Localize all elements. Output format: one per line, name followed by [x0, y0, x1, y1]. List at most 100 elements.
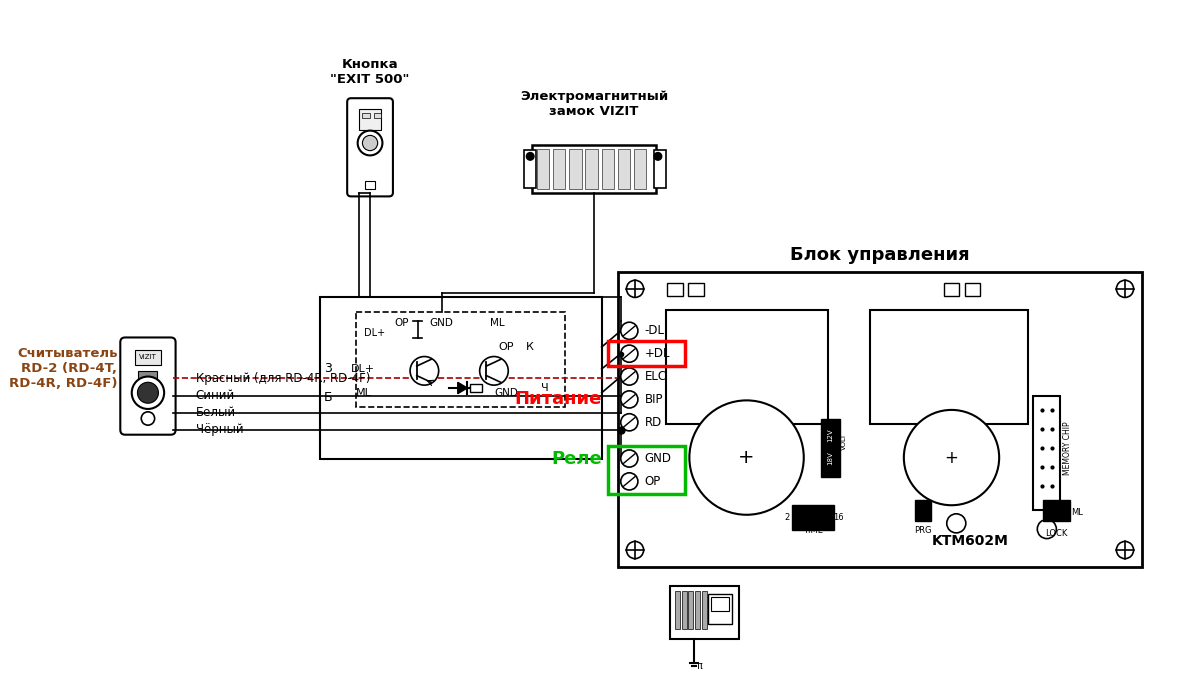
Text: 18V: 18V [828, 452, 834, 466]
Text: +: + [944, 448, 958, 466]
Text: OP: OP [498, 342, 514, 352]
Text: OP: OP [644, 475, 661, 488]
Circle shape [1116, 541, 1134, 559]
Text: MEMORY CHIP: MEMORY CHIP [1064, 421, 1072, 475]
Circle shape [620, 450, 638, 467]
Text: TIME: TIME [803, 527, 823, 536]
Circle shape [358, 130, 382, 155]
Bar [139, 371, 158, 378]
Text: Блок управления: Блок управления [790, 246, 970, 264]
Circle shape [620, 414, 638, 431]
Text: ELC: ELC [644, 370, 667, 383]
Circle shape [132, 377, 164, 409]
Text: Чёрный: Чёрный [196, 423, 243, 437]
Text: Б: Б [324, 391, 332, 404]
Text: Считыватель
RD-2 (RD-4T,
RD-4R, RD-4F): Считыватель RD-2 (RD-4T, RD-4R, RD-4F) [9, 348, 117, 391]
FancyBboxPatch shape [120, 337, 176, 434]
Circle shape [1116, 280, 1134, 298]
Text: LOCK: LOCK [1045, 530, 1067, 539]
Circle shape [655, 153, 662, 160]
Circle shape [946, 514, 965, 533]
Text: DL+: DL+ [364, 328, 385, 338]
Text: ML: ML [490, 318, 504, 328]
Text: DL+: DL+ [351, 364, 376, 374]
Circle shape [620, 391, 638, 408]
Circle shape [620, 368, 638, 385]
Text: RD: RD [644, 416, 662, 429]
Bar [618, 149, 630, 189]
Bar [470, 384, 482, 392]
Bar [635, 149, 646, 189]
Bar [618, 271, 1142, 567]
Bar [944, 283, 959, 296]
Text: Белый: Белый [196, 406, 236, 419]
Bar [916, 500, 931, 521]
Text: Питание: Питание [515, 391, 601, 409]
Text: К: К [527, 342, 534, 352]
Polygon shape [458, 382, 467, 393]
Text: PRG: PRG [914, 527, 932, 536]
Text: +: + [739, 448, 754, 467]
Circle shape [626, 280, 644, 298]
Circle shape [138, 382, 159, 403]
Text: Ч: Ч [541, 383, 548, 393]
Bar [365, 181, 375, 189]
FancyBboxPatch shape [347, 99, 393, 196]
Circle shape [363, 135, 377, 151]
Bar [821, 419, 840, 477]
Bar [608, 446, 684, 494]
Text: Реле: Реле [551, 450, 601, 468]
Bar [792, 505, 834, 530]
Bar [320, 298, 601, 459]
Circle shape [620, 322, 638, 339]
Text: Кнопка
"EXIT 500": Кнопка "EXIT 500" [331, 58, 409, 86]
Bar [374, 112, 382, 118]
Bar [708, 594, 732, 625]
Circle shape [527, 153, 534, 160]
Bar [668, 283, 683, 296]
Text: 16: 16 [833, 513, 843, 522]
Text: +DL: +DL [644, 347, 670, 360]
Circle shape [620, 345, 638, 362]
Text: 2: 2 [784, 513, 789, 522]
Text: OP: OP [394, 318, 409, 328]
Text: GND: GND [429, 318, 453, 328]
Bar [871, 310, 1028, 424]
Bar [524, 150, 536, 188]
Bar [665, 310, 828, 424]
Bar [712, 597, 729, 611]
Circle shape [626, 541, 644, 559]
Circle shape [141, 412, 154, 425]
Text: GND: GND [495, 388, 518, 398]
Bar [356, 312, 566, 407]
Text: -DL: -DL [644, 324, 664, 337]
Bar [1042, 500, 1070, 521]
Bar [702, 591, 707, 629]
Text: Красный (для RD-4R, RD-4F): Красный (для RD-4R, RD-4F) [196, 372, 370, 385]
Text: π: π [697, 661, 703, 671]
Text: Электромагнитный
замок VIZIT: Электромагнитный замок VIZIT [519, 90, 668, 118]
Bar [601, 149, 614, 189]
Bar [695, 591, 700, 629]
Bar [670, 586, 739, 638]
Circle shape [904, 410, 999, 505]
Bar [569, 149, 581, 189]
Circle shape [1038, 520, 1057, 539]
Bar [655, 150, 665, 188]
Bar [608, 341, 684, 366]
Circle shape [689, 400, 804, 515]
Circle shape [479, 357, 509, 385]
Bar [682, 591, 687, 629]
Text: VOLT: VOLT [841, 433, 847, 450]
Circle shape [620, 473, 638, 490]
Bar [675, 591, 680, 629]
Bar [688, 591, 693, 629]
Text: 3: 3 [324, 362, 332, 375]
Text: KTM602M: KTM602M [932, 534, 1009, 548]
Bar [363, 112, 370, 118]
Bar [553, 149, 566, 189]
Bar [965, 283, 980, 296]
Bar [358, 109, 382, 130]
Circle shape [410, 357, 439, 385]
Bar [586, 149, 598, 189]
